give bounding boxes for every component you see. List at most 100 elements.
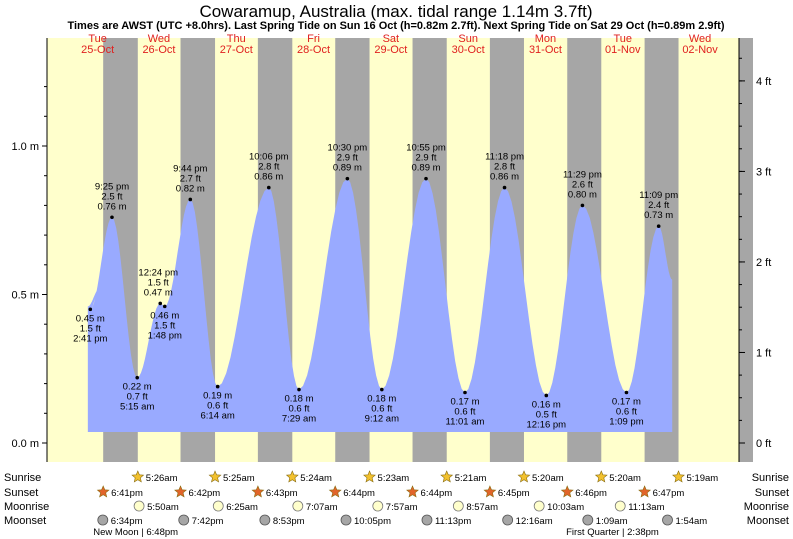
tide-label: 0.86 m	[254, 172, 283, 183]
moonset-time: 11:13pm	[435, 516, 471, 527]
sunset-icon	[406, 485, 419, 498]
day-label-dow: Thu	[227, 33, 246, 45]
tide-label: 0.89 m	[333, 163, 362, 174]
sunset-time: 6:41pm	[111, 488, 143, 499]
sunrise-icon	[208, 470, 222, 483]
tide-label: 2.8 ft	[258, 162, 279, 173]
tide-point	[110, 215, 114, 220]
tide-label: 2.8 ft	[494, 162, 515, 173]
tide-point	[580, 203, 585, 208]
day-label-date: 02-Nov	[682, 44, 718, 56]
sunset-icon	[251, 485, 265, 498]
day-label-date: 25-Oct	[81, 44, 114, 56]
moonrise-time: 7:57am	[386, 502, 418, 513]
tide-label: 6:14 am	[201, 411, 235, 422]
tide-label: 1.5 ft	[154, 320, 175, 331]
sunrise-icon	[363, 470, 376, 483]
right-gutter	[739, 38, 753, 462]
tide-label: 0.46 m	[150, 310, 179, 321]
tide-label: 0.86 m	[490, 172, 519, 183]
day-label-dow: Fri	[307, 33, 320, 45]
right-tick-label: 3 ft	[756, 166, 771, 178]
sunset-time: 6:44pm	[421, 488, 453, 499]
sunset-time: 6:43pm	[266, 488, 298, 499]
moonrise-time: 6:25am	[226, 502, 258, 513]
sunset-time: 6:42pm	[189, 488, 221, 499]
chart-subtitle: Times are AWST (UTC +8.0hrs). Last Sprin…	[67, 20, 724, 32]
tide-label: 0.6 ft	[454, 407, 475, 418]
chart-title: Cowaramup, Australia (max. tidal range 1…	[199, 2, 592, 21]
tide-label: 11:18 pm	[485, 152, 524, 163]
moonset-time: 8:53pm	[273, 516, 305, 527]
tide-label: 11:09 pm	[639, 190, 678, 201]
tide-point	[345, 176, 350, 181]
moonset-time: 10:05pm	[354, 516, 391, 527]
sunset-time: 6:46pm	[575, 488, 607, 499]
moonrise-icon	[614, 500, 626, 512]
tide-label: 1:48 pm	[148, 330, 182, 341]
tide-label: 0.76 m	[97, 201, 126, 212]
sunset-icon	[174, 485, 187, 498]
tide-point	[502, 185, 507, 190]
left-tick-label: 1.0 m	[11, 141, 39, 153]
tide-point	[297, 387, 301, 392]
moonset-icon	[259, 514, 271, 526]
sunset-time: 6:47pm	[653, 488, 685, 499]
row-label-right: Moonrise	[744, 501, 789, 513]
moonrise-time: 8:57am	[466, 502, 498, 513]
tide-label: 0.45 m	[76, 313, 105, 324]
sunset-icon	[483, 485, 497, 498]
tide-point	[266, 185, 271, 190]
sunrise-time: 5:21am	[455, 473, 487, 484]
row-label-left: Moonset	[4, 515, 46, 527]
tide-label: 0.6 ft	[288, 404, 309, 415]
tide-label: 0.17 m	[612, 397, 641, 408]
axes: 0.0 m 0.5 m 1.0 m 0 ft 1 ft 2 ft 3 ft 4 ft	[11, 38, 771, 462]
tide-point	[188, 197, 193, 202]
sunrise-time: 5:26am	[146, 473, 178, 484]
sunset-icon	[638, 485, 652, 498]
tide-point	[215, 384, 220, 389]
tide-label: 12:24 pm	[138, 267, 178, 278]
sunrise-icon	[672, 470, 685, 483]
astronomy-rows: Sunrise Sunrise Sunset Sunset Moonrise Moonri…	[4, 470, 789, 538]
day-label-dow: Wed	[689, 33, 711, 45]
tide-label: 2.9 ft	[415, 153, 436, 164]
day-labels: Tue25-OctWed26-OctThu27-OctFri28-OctSat2…	[81, 33, 718, 56]
right-tick-label: 2 ft	[756, 257, 771, 269]
tide-label: 1.5 ft	[148, 277, 169, 288]
moonset-icon	[97, 514, 109, 526]
moonset-icon	[421, 514, 433, 526]
row-label-left: Sunrise	[4, 472, 41, 484]
tide-label: 1.5 ft	[80, 323, 101, 334]
row-label-right: Sunset	[755, 487, 789, 499]
tide-point	[624, 390, 629, 395]
tide-label: 9:25 pm	[95, 181, 129, 192]
day-label-date: 27-Oct	[220, 44, 253, 56]
tide-label: 0.80 m	[568, 189, 597, 200]
moonrise-icon	[292, 500, 304, 512]
tide-label: 1:09 pm	[609, 417, 643, 428]
tide-label: 12:16 pm	[526, 419, 566, 430]
tide-label: 0.73 m	[644, 210, 673, 221]
day-label-date: 29-Oct	[374, 44, 407, 56]
moonrise-icon	[133, 500, 145, 512]
moonset-time: 1:09am	[596, 516, 628, 527]
moonset-icon	[502, 514, 514, 526]
row-label-left: Moonrise	[4, 501, 49, 513]
tide-point	[158, 301, 163, 306]
sunrise-icon	[131, 470, 145, 483]
tide-point	[463, 390, 467, 395]
moon-phase-label: New Moon | 6:48pm	[93, 527, 178, 538]
row-label-right: Moonset	[747, 515, 789, 527]
day-label-date: 30-Oct	[452, 44, 485, 56]
moonset-time: 1:54am	[676, 516, 708, 527]
row-label-right: Sunrise	[752, 472, 789, 484]
sunrise-icon	[594, 470, 608, 483]
day-label-dow: Tue	[88, 33, 107, 45]
day-label-dow: Wed	[148, 33, 170, 45]
tide-label: 0.18 m	[284, 394, 313, 405]
sunrise-icon	[517, 470, 531, 483]
moon-phase-label: First Quarter | 2:38pm	[566, 527, 659, 538]
tide-label: 0.22 m	[123, 382, 152, 393]
